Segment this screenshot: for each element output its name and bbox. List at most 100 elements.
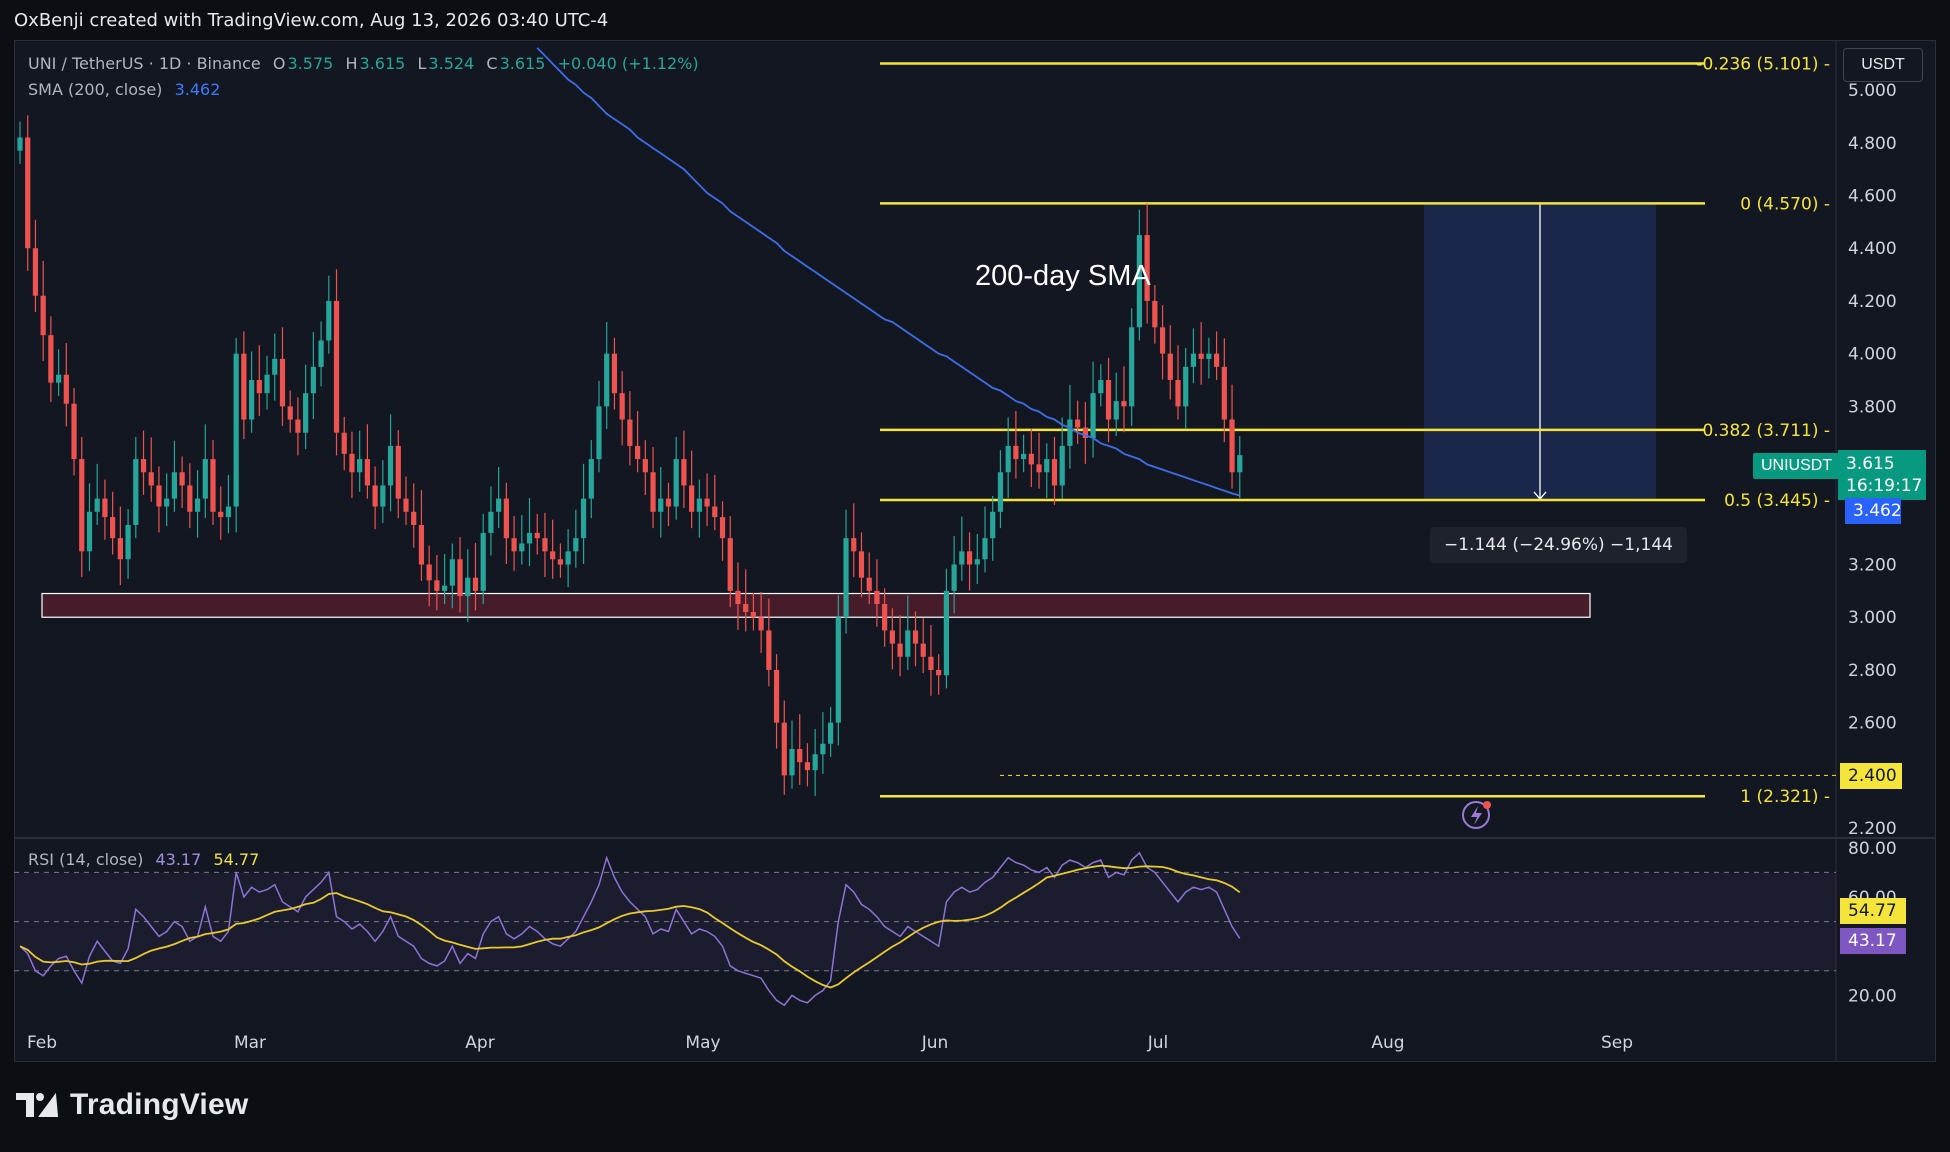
candle-body bbox=[56, 374, 62, 383]
candle-body bbox=[743, 604, 749, 612]
candle-body bbox=[1113, 401, 1119, 420]
candle-body bbox=[249, 380, 255, 420]
open-value: 3.575 bbox=[287, 54, 334, 73]
close-label: C bbox=[486, 54, 498, 73]
candle-body bbox=[264, 374, 270, 394]
candle-body bbox=[689, 485, 695, 512]
fib-level-label: 0.382 (3.711) - bbox=[1702, 421, 1830, 441]
currency-button[interactable]: USDT bbox=[1843, 48, 1923, 82]
candle-body bbox=[1129, 327, 1135, 407]
candle-body bbox=[210, 459, 216, 512]
candle-body bbox=[411, 511, 417, 525]
x-tick-label: Feb bbox=[27, 1033, 57, 1053]
candle-body bbox=[1005, 445, 1011, 473]
candle-body bbox=[94, 498, 100, 512]
candle-body bbox=[580, 498, 587, 539]
y-tick-label: 3.200 bbox=[1848, 556, 1897, 576]
candle-body bbox=[727, 538, 733, 591]
symbol-price-label: UNIUSDT bbox=[1753, 453, 1841, 479]
candle-body bbox=[635, 445, 641, 460]
candle-body bbox=[357, 459, 363, 473]
tradingview-logo: TradingView bbox=[16, 1088, 248, 1122]
y-tick-label: 2.600 bbox=[1848, 714, 1897, 734]
candle-body bbox=[40, 295, 46, 336]
last-price-tag: 3.615 16:19:17 bbox=[1838, 450, 1926, 500]
rsi-tick-label: 80.00 bbox=[1848, 839, 1897, 859]
candle-body bbox=[1044, 459, 1050, 473]
candle-body bbox=[959, 551, 965, 565]
fib-level-label: -0.236 (5.101) - bbox=[1696, 54, 1830, 74]
candle-body bbox=[943, 590, 949, 676]
candle-body bbox=[519, 543, 525, 552]
candle-body bbox=[86, 511, 93, 552]
candle-body bbox=[418, 524, 425, 565]
sma-value: 3.462 bbox=[174, 80, 221, 99]
sma-annotation: 200-day SMA bbox=[975, 260, 1151, 292]
candle-body bbox=[974, 559, 980, 565]
candle-body bbox=[71, 403, 77, 460]
y-tick-label: 4.800 bbox=[1848, 134, 1897, 154]
x-tick-label: Aug bbox=[1371, 1033, 1404, 1053]
rsi-label: RSI (14, close) bbox=[28, 850, 144, 869]
candle-body bbox=[750, 611, 756, 618]
replay-icon-ring bbox=[1462, 801, 1490, 829]
candle-body bbox=[295, 419, 301, 433]
candle-body bbox=[179, 472, 185, 486]
tradingview-logo-icon bbox=[16, 1091, 66, 1119]
candle-body bbox=[310, 366, 316, 394]
candle-body bbox=[148, 472, 154, 486]
candle-body bbox=[372, 485, 378, 507]
candle-body bbox=[611, 353, 618, 394]
candle-body bbox=[665, 498, 672, 507]
candle-body bbox=[596, 406, 602, 460]
x-tick-label: Sep bbox=[1601, 1033, 1633, 1053]
candle-body bbox=[434, 580, 440, 591]
candle-body bbox=[1214, 353, 1220, 367]
rsi-value: 43.17 bbox=[155, 850, 202, 869]
candle-body bbox=[1082, 427, 1088, 438]
candle-body bbox=[1198, 353, 1204, 359]
candle-body bbox=[1167, 353, 1173, 381]
candle-body bbox=[1028, 453, 1034, 465]
fib-level-label: 0.5 (3.445) - bbox=[1724, 491, 1830, 511]
candle-body bbox=[303, 393, 309, 433]
candle-body bbox=[194, 498, 201, 512]
candle-body bbox=[719, 517, 726, 539]
candle-body bbox=[457, 559, 463, 597]
y-tick-label: 4.200 bbox=[1848, 292, 1897, 312]
candle-body bbox=[1121, 401, 1127, 407]
chart-credit: OxBenji created with TradingView.com, Au… bbox=[14, 9, 609, 31]
replay-icon-dot bbox=[1483, 801, 1491, 809]
candle-body bbox=[79, 459, 85, 552]
candle-body bbox=[704, 498, 710, 507]
candle-body bbox=[117, 538, 123, 560]
x-tick-label: Apr bbox=[465, 1033, 494, 1053]
candle-body bbox=[272, 358, 278, 375]
x-tick-label: Jun bbox=[921, 1033, 949, 1053]
candle-body bbox=[797, 749, 803, 763]
candle-body bbox=[1059, 445, 1065, 486]
candle-body bbox=[256, 380, 262, 394]
candle-body bbox=[511, 538, 517, 552]
candle-body bbox=[403, 498, 409, 512]
candle-body bbox=[565, 551, 571, 565]
candle-body bbox=[966, 551, 973, 565]
candle-body bbox=[140, 459, 147, 473]
candle-body bbox=[480, 532, 486, 591]
bar-countdown: 16:19:17 bbox=[1846, 476, 1923, 496]
candle-body bbox=[1190, 353, 1197, 367]
candle-body bbox=[1098, 380, 1104, 394]
candle-body bbox=[465, 577, 471, 597]
symbol-title: UNI / TetherUS · 1D · Binance bbox=[28, 54, 261, 73]
fib-level-label: 0 (4.570) - bbox=[1740, 194, 1830, 214]
candle-body bbox=[17, 137, 23, 151]
x-tick-label: Jul bbox=[1147, 1033, 1169, 1053]
candle-body bbox=[820, 743, 826, 755]
sma-label: SMA (200, close) bbox=[28, 80, 163, 99]
candle-body bbox=[25, 137, 31, 249]
low-label: L bbox=[417, 54, 427, 73]
change-value: +0.040 (+1.12%) bbox=[557, 54, 699, 73]
candle-body bbox=[766, 630, 772, 670]
candle-body bbox=[920, 643, 926, 657]
